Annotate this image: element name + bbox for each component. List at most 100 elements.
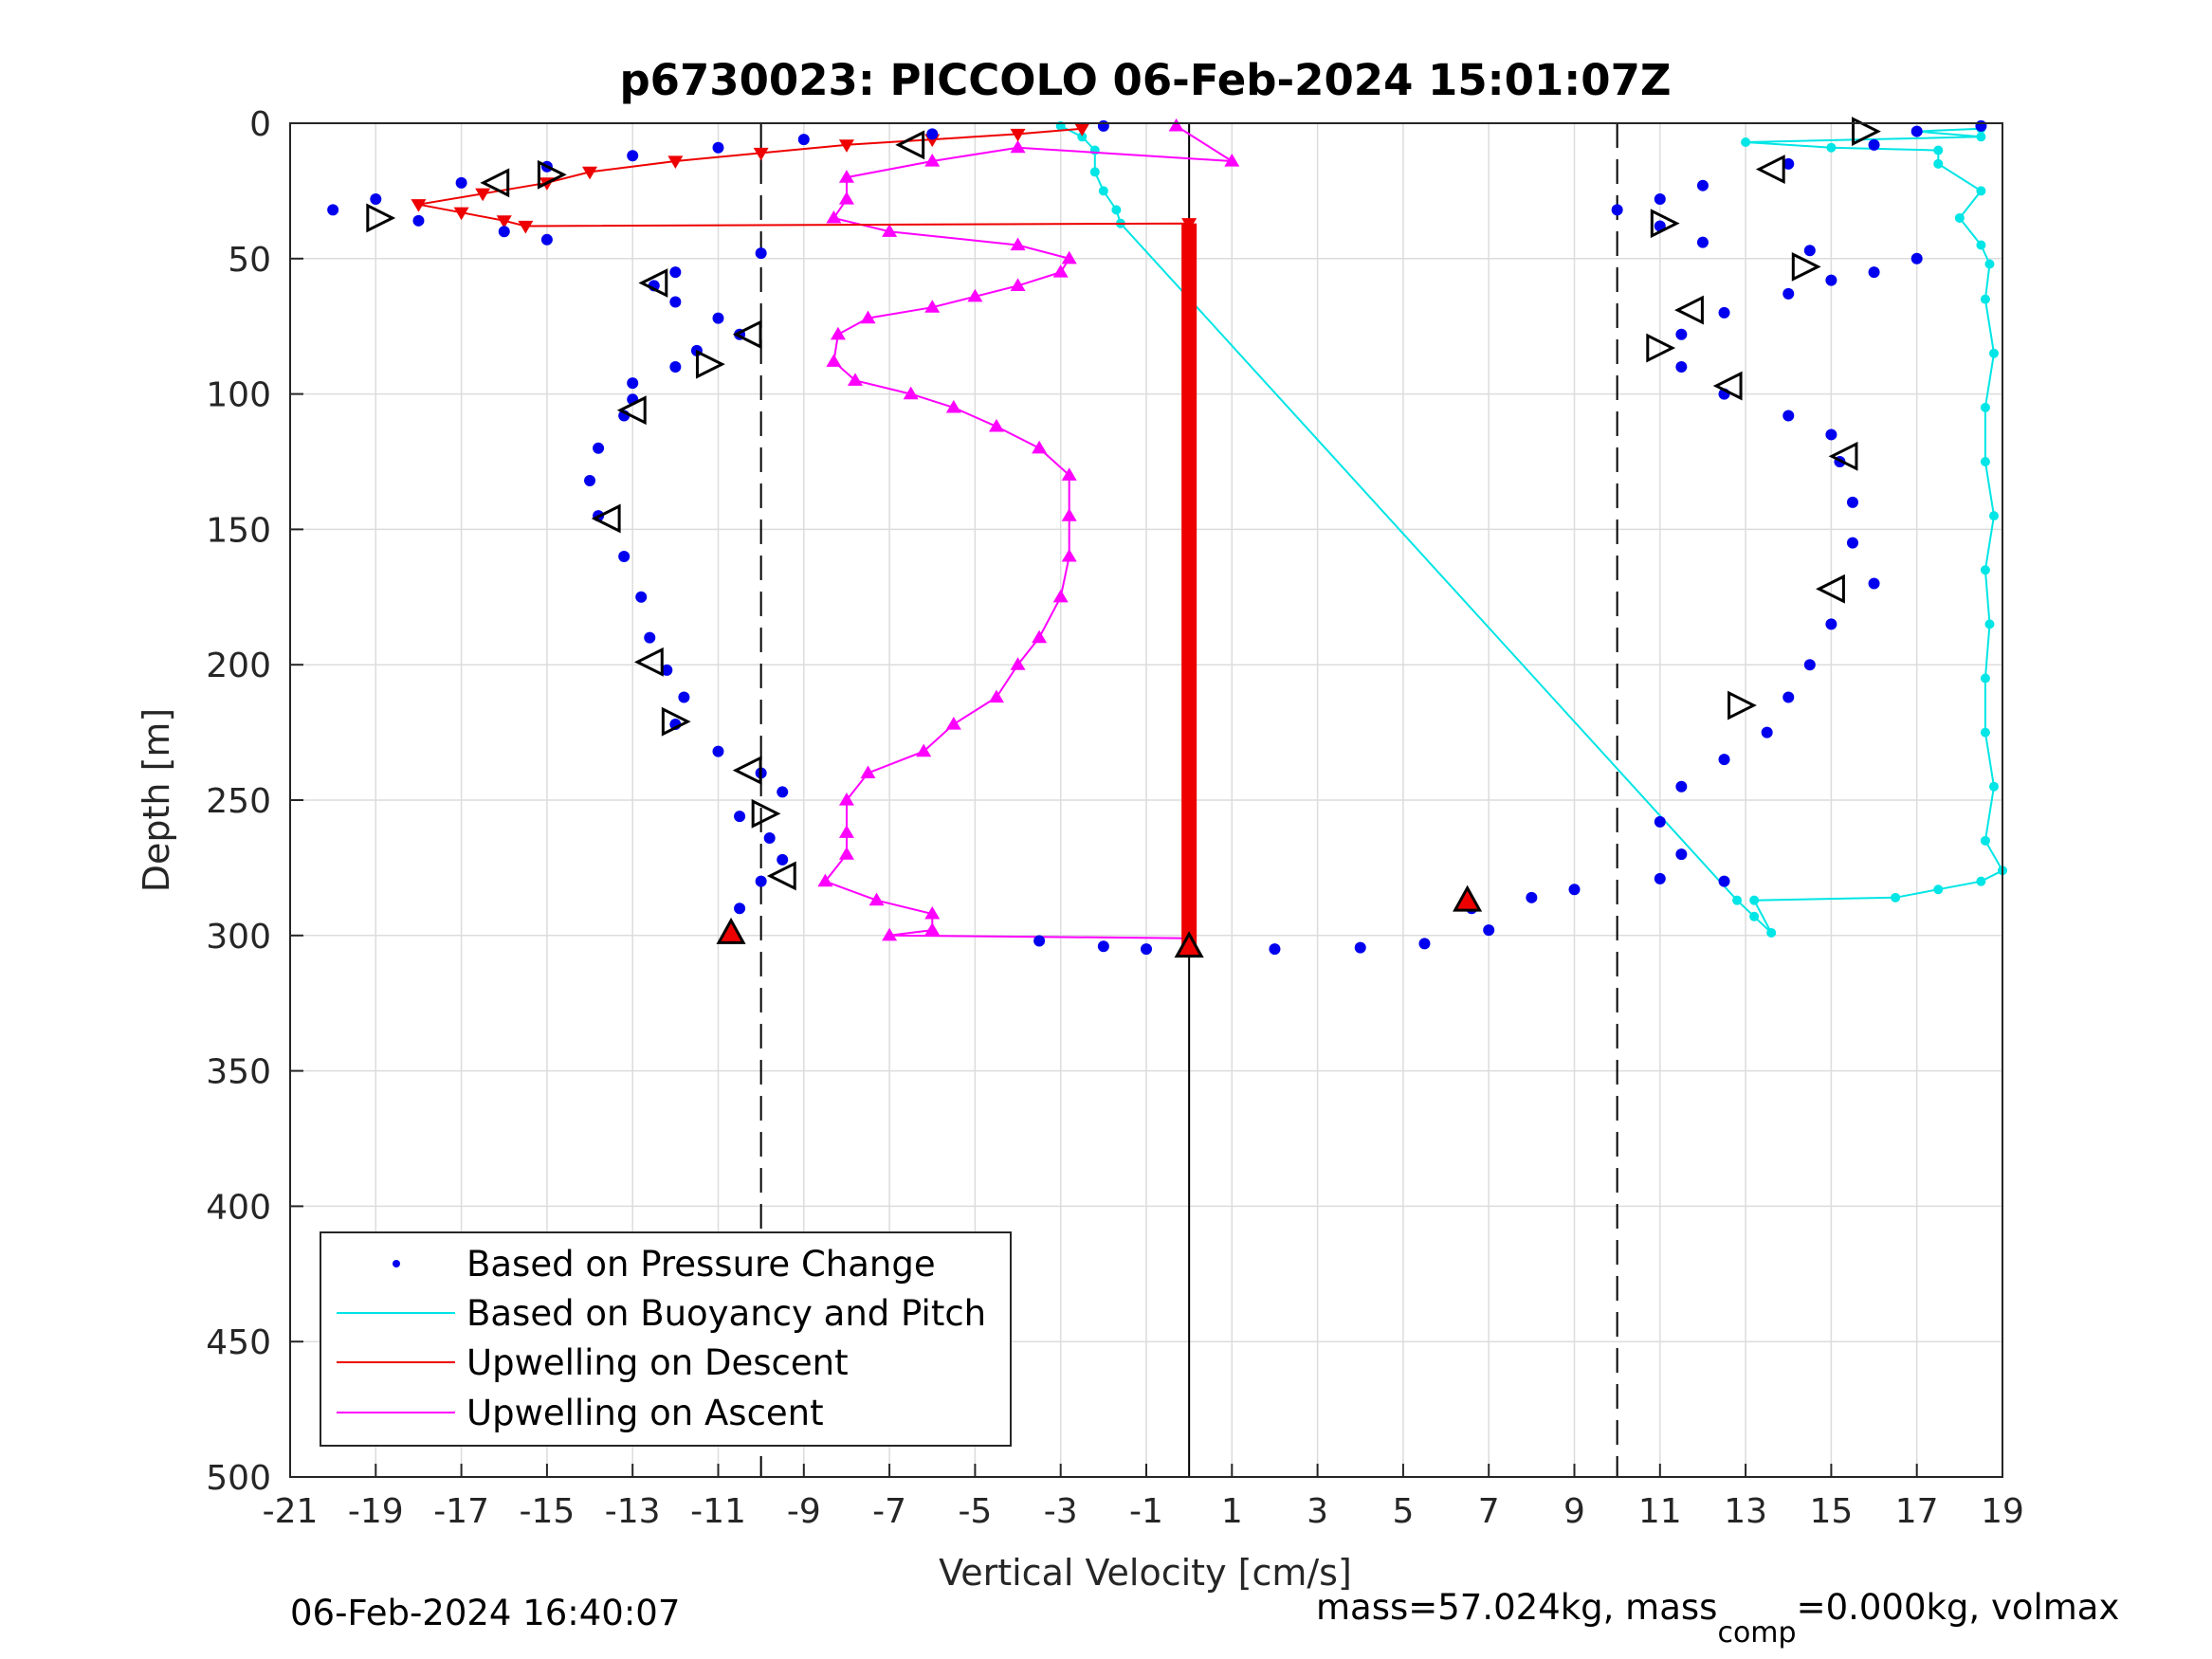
buoyancy-point [1933,884,1944,895]
legend-label-descent: Upwelling on Descent [466,1342,849,1383]
pressure-point [1825,618,1837,630]
ascent-marker [838,191,854,205]
pressure-point [1868,266,1880,279]
pressure-point [627,377,639,390]
y-tick-label: 0 [249,105,271,144]
pressure-point [1418,938,1431,950]
triangle-up-marker [716,917,746,944]
pressure-point [627,150,639,162]
triangle-up-marker [1453,884,1483,912]
y-axis-label: Depth [m] [136,708,177,893]
y-tick-label: 500 [206,1459,271,1498]
triangle-marker [537,159,567,190]
pressure-point [1718,875,1730,887]
pressure-point [1803,245,1816,257]
ascent-marker [924,905,941,920]
legend-label-pressure: Based on Pressure Change [466,1244,936,1285]
pressure-point [327,204,339,216]
y-tick-label: 100 [206,376,271,415]
pressure-point [661,664,673,676]
buoyancy-point [1980,402,1990,412]
x-tick-label: 1 [1221,1492,1243,1531]
ascent-marker [1010,237,1026,251]
ascent-marker [1061,467,1077,481]
buoyancy-point [1980,727,1990,738]
pressure-point [498,226,510,238]
ascent-marker [988,689,1004,703]
x-tick-label: 19 [1981,1492,2024,1531]
ascent-marker [882,927,898,941]
pressure-point [1825,428,1837,441]
footer-mass-rest: =0.000kg, volmax [1797,1587,2120,1628]
descent-marker [1181,280,1197,294]
pressure-point [1483,924,1495,937]
pressure-point [1033,935,1046,947]
ascent-marker [838,170,854,183]
triangle-marker [1646,333,1676,363]
buoyancy-point [1980,835,1990,846]
buoyancy-point [1766,927,1777,938]
ascent-marker [1224,153,1240,167]
buoyancy-point [1732,895,1743,905]
pressure-point [412,214,425,227]
triangle-marker [766,861,796,891]
triangle-marker [1755,155,1785,184]
buoyancy-point [1980,565,1990,575]
triangle-marker [751,798,781,829]
ascent-marker [830,326,846,340]
ascent-marker [868,892,885,906]
descent-marker [753,147,769,161]
legend-label-ascent: Upwelling on Ascent [466,1393,824,1433]
pressure-point [1910,252,1923,264]
ascent-marker [924,153,941,167]
pressure-point [678,691,690,703]
pressure-point [1846,496,1858,508]
descent-marker [838,139,854,153]
triangle-marker [1728,690,1757,720]
ascent-marker [1052,264,1069,278]
pressure-point [777,853,789,866]
pressure-point [1782,157,1795,170]
ascent-marker [826,210,842,224]
buoyancy-point [1954,212,1965,223]
ascent-marker [817,873,833,887]
ascent-marker [1061,548,1077,562]
pressure-point [1846,537,1858,549]
pressure-point [618,550,631,562]
triangle-marker [1852,117,1881,146]
buoyancy-point [1826,142,1837,153]
buoyancy-point [1749,895,1760,905]
buoyancy-point [1980,294,1990,304]
triangle-marker [480,168,510,198]
descent-marker [1181,218,1197,231]
ascent-marker [924,922,941,936]
x-tick-label: -7 [872,1492,906,1531]
y-tick-label: 450 [206,1323,271,1362]
buoyancy-point [1741,137,1751,147]
pressure-point [455,176,467,189]
y-tick-label: 250 [206,782,271,821]
pressure-point [669,266,682,279]
x-tick-label: -19 [348,1492,404,1531]
y-tick-label: 400 [206,1188,271,1227]
buoyancy-point [1988,511,1999,521]
legend-label-buoyancy: Based on Buoyancy and Pitch [466,1293,986,1334]
pressure-point [1718,306,1730,319]
footer-mass-info: mass=57.024kg, masscomp=0.000kg, volmax [1316,1587,2119,1650]
pressure-point [1141,943,1152,956]
y-tick-label: 350 [206,1053,271,1092]
x-tick-label: -11 [690,1492,746,1531]
buoyancy-point [1098,186,1108,196]
triangle-marker [638,268,668,298]
footer-timestamp: 06-Feb-2024 16:40:07 [290,1593,680,1633]
x-tick-label: -15 [519,1492,575,1531]
triangle-marker [732,319,762,350]
pressure-point [712,141,724,154]
pressure-point [1097,940,1109,953]
pressure-point [669,361,682,374]
ascent-marker [860,310,876,324]
descent-marker [1181,659,1197,673]
triangle-up-marker [1174,931,1204,958]
pressure-point [1696,236,1709,248]
pressure-point [1675,361,1688,374]
